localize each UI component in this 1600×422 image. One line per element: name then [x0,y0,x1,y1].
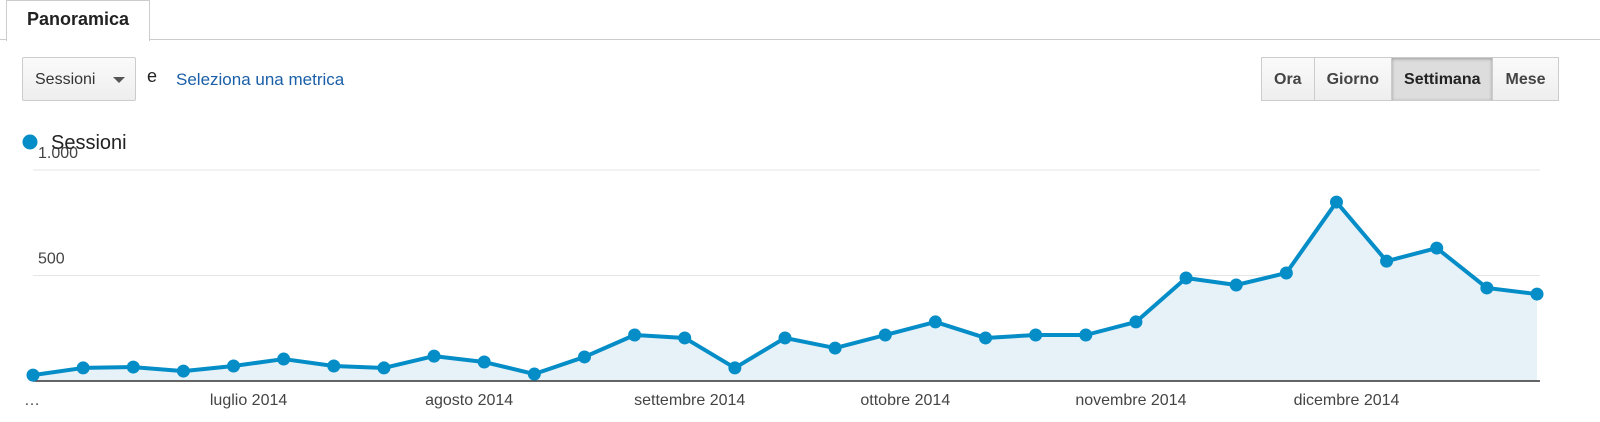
period-button[interactable]: Settimana [1391,57,1494,101]
point [1279,266,1293,280]
point [1530,287,1544,301]
x-tick-label: … [24,392,40,409]
point [1179,271,1193,285]
point [778,331,792,345]
point [878,328,892,342]
tab[interactable]: Panoramica [6,0,150,41]
metric-dropdown[interactable]: Sessioni [22,57,136,101]
point [527,367,541,381]
x-tick-label: agosto 2014 [425,392,513,409]
point [227,359,241,373]
point [26,368,40,382]
chart: 500 1.000 … luglio 2014 agosto 2014 settembre… [22,132,1544,409]
metric-link[interactable]: Seleziona una metrica [176,70,345,89]
y-tick-label: 500 [38,251,65,268]
point [678,331,692,345]
point [577,350,591,364]
point [1229,278,1243,292]
point [928,315,942,329]
period-buttons: Ora Giorno Settimana Mese [1261,57,1559,101]
conjunction: e [147,66,158,86]
tab-line [0,39,1600,40]
point [277,352,291,366]
x-tick-label: dicembre 2014 [1294,392,1400,409]
period-button[interactable]: Mese [1492,57,1559,101]
point [477,355,491,369]
point [1480,281,1494,295]
x-tick-label: luglio 2014 [210,392,288,409]
x-tick-label: ottobre 2014 [860,392,950,409]
period-button[interactable]: Giorno [1313,57,1393,101]
y-tick-label: 1.000 [38,145,78,162]
point [76,361,90,375]
area [33,202,1537,381]
point [1129,315,1143,329]
point [1380,254,1394,268]
point [126,360,140,374]
point [1029,328,1043,342]
legend-dot [22,134,38,150]
point [377,361,391,375]
point [628,328,642,342]
point [1079,328,1093,342]
point [327,359,341,373]
period-button[interactable]: Ora [1261,57,1315,101]
point [1329,195,1343,209]
point [979,331,993,345]
point [728,361,742,375]
legend-label: Sessioni [51,132,127,154]
x-tick-label: novembre 2014 [1075,392,1186,409]
point [176,364,190,378]
point [1430,241,1444,255]
point [427,349,441,363]
x-tick-label: settembre 2014 [634,392,745,409]
point [828,341,842,355]
